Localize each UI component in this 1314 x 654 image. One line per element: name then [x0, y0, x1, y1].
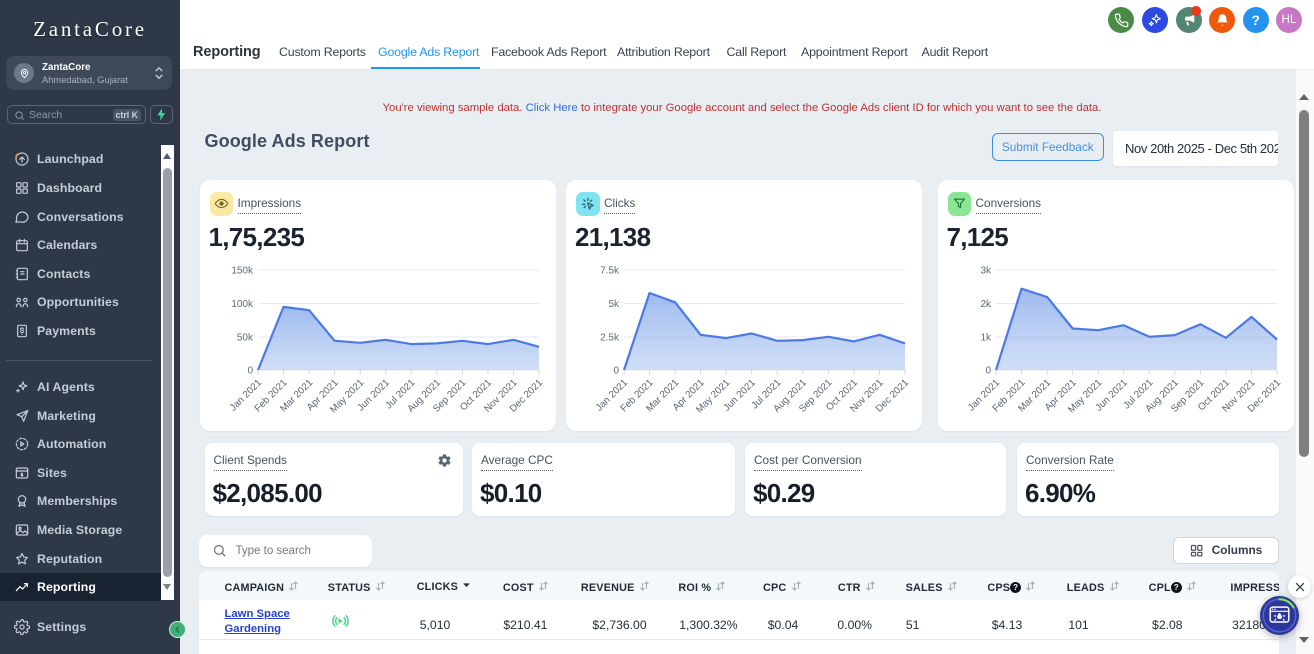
- svg-text:50k: 50k: [236, 333, 253, 344]
- svg-text:1k: 1k: [980, 333, 992, 344]
- svg-text:3k: 3k: [980, 266, 992, 277]
- svg-text:7.5k: 7.5k: [600, 266, 620, 277]
- svg-text:0: 0: [985, 366, 991, 377]
- svg-text:150k: 150k: [231, 266, 254, 277]
- svg-text:0: 0: [613, 366, 619, 377]
- svg-text:0: 0: [247, 366, 253, 377]
- svg-text:2.5k: 2.5k: [600, 333, 620, 344]
- svg-text:100k: 100k: [231, 299, 254, 310]
- svg-text:5k: 5k: [608, 299, 620, 310]
- svg-text:2k: 2k: [980, 299, 992, 310]
